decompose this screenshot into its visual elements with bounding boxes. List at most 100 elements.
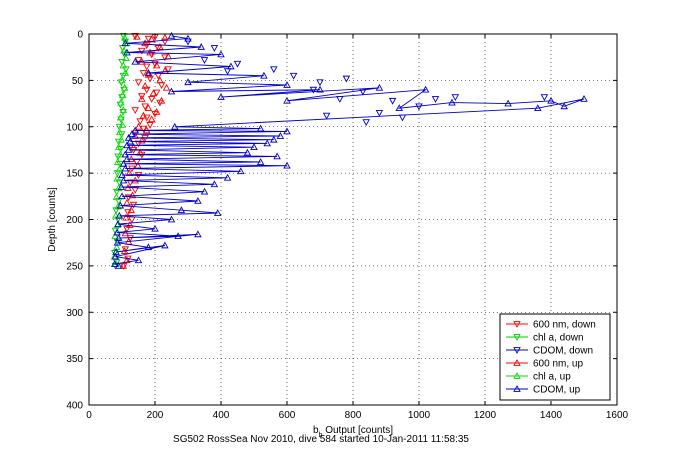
y-tick-label: 250 [66, 261, 83, 272]
x-tick-label: 400 [213, 410, 230, 421]
data-point [113, 174, 121, 182]
data-point [114, 184, 123, 191]
data-point [223, 173, 232, 181]
data-point [144, 70, 153, 78]
data-point [111, 211, 120, 219]
data-point [114, 220, 122, 227]
y-tick-label: 200 [66, 215, 83, 226]
data-point [120, 33, 129, 41]
data-point [167, 215, 176, 223]
series-5 [110, 31, 588, 269]
data-point [123, 48, 131, 56]
data-point [184, 34, 192, 42]
data-point [122, 213, 130, 221]
legend-marker [513, 334, 521, 341]
legend-label: 600 nm, down [533, 320, 596, 331]
data-point [131, 33, 139, 40]
data-point [138, 93, 146, 101]
data-point [146, 75, 154, 83]
data-point [118, 192, 126, 200]
data-point [121, 164, 130, 172]
y-axis-label: Depth [counts] [47, 187, 58, 252]
data-point [141, 82, 149, 89]
data-point [398, 114, 407, 122]
data-point [560, 102, 568, 110]
data-point [157, 96, 166, 104]
x-tick-label: 1200 [474, 410, 497, 421]
data-point [395, 104, 403, 112]
data-point [250, 143, 258, 151]
data-point [263, 139, 271, 147]
y-tick-label: 0 [77, 30, 83, 41]
data-point [162, 83, 171, 91]
data-point [116, 150, 125, 158]
data-point [451, 94, 460, 101]
y-tick-label: 400 [66, 401, 83, 412]
data-point [289, 72, 298, 80]
data-point [540, 94, 549, 101]
data-point [141, 39, 149, 47]
data-point [119, 176, 128, 184]
data-point [154, 45, 163, 52]
y-tick-label: 100 [66, 122, 83, 133]
data-point [118, 120, 127, 128]
data-point [118, 91, 127, 99]
x-tick-label: 1600 [606, 410, 629, 421]
x-tick-label: 1400 [540, 410, 563, 421]
data-point [120, 46, 128, 54]
data-point [336, 96, 344, 103]
legend-label: chl a, up [533, 372, 571, 383]
data-point [149, 89, 158, 97]
data-point [126, 137, 135, 145]
data-point [123, 225, 131, 233]
data-point [283, 127, 291, 135]
data-point [276, 132, 285, 139]
data-point [134, 57, 143, 64]
data-point [161, 241, 169, 249]
data-point [152, 107, 161, 115]
y-tick-label: 150 [66, 169, 83, 180]
data-point [177, 206, 186, 214]
data-point [123, 256, 131, 264]
data-point [156, 43, 164, 50]
legend-label: 600 nm, up [533, 359, 583, 370]
data-point [217, 93, 225, 100]
data-point [139, 125, 148, 133]
data-point [119, 159, 128, 167]
series-2 [184, 38, 549, 127]
data-point [504, 99, 512, 107]
data-point [113, 228, 121, 236]
x-tick-label: 200 [147, 410, 164, 421]
data-point [144, 104, 153, 112]
data-point [388, 97, 397, 105]
data-point [141, 103, 149, 111]
data-point [122, 54, 130, 61]
data-point [164, 66, 172, 74]
x-axis-label: bb Output [counts] [313, 425, 393, 439]
data-point [283, 81, 291, 88]
data-point [116, 113, 125, 121]
data-point [114, 261, 123, 269]
data-point [119, 61, 128, 69]
legend-marker [513, 359, 521, 366]
plot-area [110, 31, 588, 270]
data-point [157, 82, 166, 89]
data-point [227, 62, 235, 70]
x-tick-label: 1000 [408, 410, 431, 421]
series-line [113, 35, 585, 267]
data-point [144, 243, 153, 251]
data-point [283, 96, 291, 104]
data-point [134, 256, 143, 264]
data-point [283, 161, 291, 169]
data-point [118, 76, 126, 84]
data-point [161, 54, 169, 62]
data-point [256, 124, 265, 132]
data-point [118, 171, 126, 178]
data-point [128, 130, 136, 138]
data-point [147, 96, 156, 103]
data-point [124, 146, 133, 153]
data-point [121, 39, 130, 47]
data-point [421, 85, 430, 93]
data-point [115, 165, 124, 173]
data-point [375, 83, 384, 91]
